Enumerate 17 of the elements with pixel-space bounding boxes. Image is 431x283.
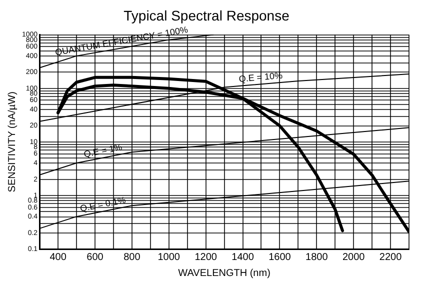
x-tick-label: 1000 bbox=[158, 252, 180, 263]
text: Q.E = 1% bbox=[82, 142, 123, 160]
y-axis-title: SENSITIVITY (nA/µW) bbox=[6, 92, 18, 192]
x-tick-label: 400 bbox=[50, 252, 67, 263]
x-tick-label: 1800 bbox=[306, 252, 328, 263]
text: Q.E = 0.1% bbox=[79, 194, 126, 214]
x-axis-title: WAVELENGTH (nm) bbox=[178, 268, 270, 279]
series-label: Q.E = 10% bbox=[238, 70, 283, 84]
x-tick-label: 1400 bbox=[232, 252, 254, 263]
x-tick-label: 2000 bbox=[342, 252, 366, 263]
x-tick-label: 2200 bbox=[379, 252, 402, 263]
x-tick-label: 1600 bbox=[268, 252, 292, 263]
x-tick-label: 1200 bbox=[194, 252, 218, 263]
x-tick-label: 800 bbox=[124, 252, 141, 263]
chart-title: Typical Spectral Response bbox=[124, 7, 290, 24]
text: QUANTUM EFFICIENCY = 100% bbox=[54, 24, 189, 58]
x-tick-label: 600 bbox=[86, 252, 104, 263]
